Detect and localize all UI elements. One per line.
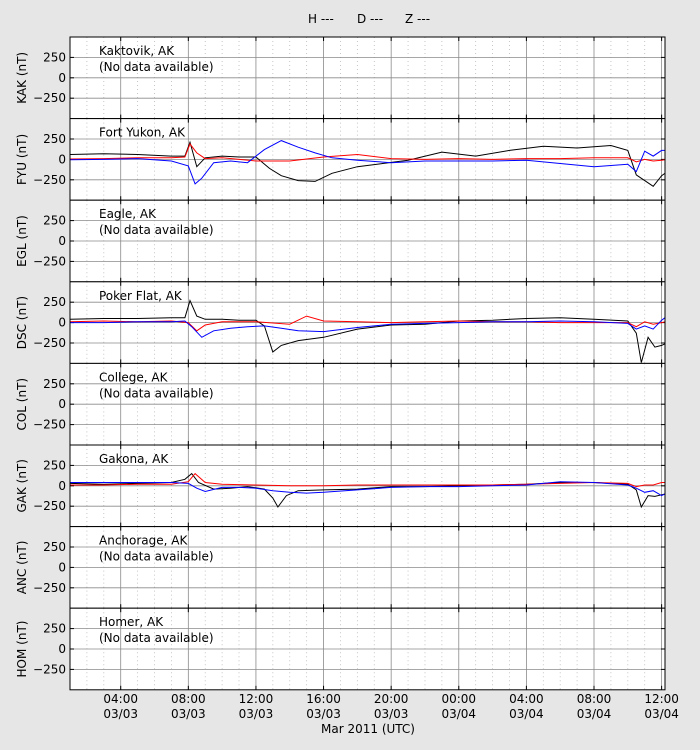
y-tick-label: 250	[43, 540, 66, 554]
series-z-line	[70, 140, 665, 185]
series-h-line	[70, 472, 665, 509]
x-tick-time: 08:00	[577, 692, 612, 706]
legend-z: Z ---	[405, 12, 430, 26]
x-tick-time: 20:00	[374, 692, 409, 706]
x-tick-time: 00:00	[441, 692, 476, 706]
x-tick-time: 08:00	[171, 692, 206, 706]
plot-frame	[69, 607, 666, 691]
panel-dsc: 250 0 −250 Poker Flat, AK DSC (nT)	[15, 281, 666, 364]
y-tick-label: −250	[33, 91, 66, 105]
y-tick-label: 0	[58, 316, 66, 330]
x-tick-date: 03/03	[306, 707, 341, 721]
x-axis: 04:0003/0308:0003/0312:0003/0316:0003/03…	[103, 692, 679, 721]
station-label: Fort Yukon, AK	[99, 126, 186, 140]
y-axis-label: GAK (nT)	[15, 459, 29, 513]
panel-col: 250 0 −250 College, AK (No data available) CO…	[15, 362, 666, 446]
x-tick-date: 03/04	[577, 707, 612, 721]
y-tick-label: −250	[33, 173, 66, 187]
y-tick-label: 250	[43, 214, 66, 228]
y-tick-label: −250	[33, 254, 66, 268]
panel-kak: 250 0 −250 Kaktovik, AK (No data available) K…	[15, 36, 666, 120]
series-h-line	[70, 299, 665, 363]
x-tick-time: 16:00	[306, 692, 341, 706]
legend-d: D ---	[357, 12, 383, 26]
y-tick-label: 250	[43, 132, 66, 146]
x-tick-date: 03/04	[644, 707, 679, 721]
y-tick-label: −250	[33, 418, 66, 432]
y-axis-label: DSC (nT)	[15, 296, 29, 349]
panel-hom: 250 0 −250 Homer, AK (No data available) HOM …	[15, 607, 666, 691]
y-axis-label: EGL (nT)	[15, 215, 29, 267]
y-tick-label: 0	[58, 71, 66, 85]
y-tick-label: 0	[58, 642, 66, 656]
no-data-note: (No data available)	[99, 386, 214, 400]
y-tick-label: −250	[33, 336, 66, 350]
panel-egl: 250 0 −250 Eagle, AK (No data available) EGL …	[15, 199, 666, 283]
no-data-note: (No data available)	[99, 550, 214, 564]
y-tick-label: 0	[58, 152, 66, 166]
y-tick-label: 0	[58, 397, 66, 411]
series-d-line	[70, 472, 665, 488]
x-tick-time: 04:00	[509, 692, 544, 706]
y-tick-label: 250	[43, 295, 66, 309]
x-tick-date: 03/03	[103, 707, 138, 721]
y-tick-label: −250	[33, 662, 66, 676]
y-axis-label: ANC (nT)	[15, 541, 29, 595]
y-tick-label: 250	[43, 622, 66, 636]
y-tick-label: 0	[58, 560, 66, 574]
legend: H --- D --- Z ---	[308, 12, 430, 26]
legend-h: H ---	[308, 12, 334, 26]
station-label: Eagle, AK	[99, 207, 157, 221]
x-tick-date: 03/03	[374, 707, 409, 721]
y-tick-label: −250	[33, 499, 66, 513]
panels: 250 0 −250 Kaktovik, AK (No data available) K…	[15, 36, 666, 691]
panel-anc: 250 0 −250 Anchorage, AK (No data available)…	[15, 526, 666, 609]
x-tick-date: 03/03	[171, 707, 206, 721]
station-label: Kaktovik, AK	[99, 44, 175, 58]
y-tick-label: 250	[43, 377, 66, 391]
station-label: College, AK	[99, 370, 169, 384]
x-tick-time: 04:00	[103, 692, 138, 706]
no-data-note: (No data available)	[99, 631, 214, 645]
y-tick-label: −250	[33, 581, 66, 595]
x-tick-date: 03/04	[441, 707, 476, 721]
station-label: Anchorage, AK	[99, 534, 188, 548]
series-d-line	[70, 315, 665, 332]
panel-gak: 250 0 −250 Gakona, AK GAK (nT)	[15, 444, 666, 528]
y-axis-label: COL (nT)	[15, 378, 29, 431]
y-axis-label: HOM (nT)	[15, 621, 29, 678]
x-tick-time: 12:00	[644, 692, 679, 706]
station-label: Poker Flat, AK	[99, 289, 183, 303]
y-axis-label: KAK (nT)	[15, 52, 29, 104]
x-tick-date: 03/04	[509, 707, 544, 721]
y-axis-label: FYU (nT)	[15, 134, 29, 185]
series-z-line	[70, 481, 665, 497]
series-d-line	[70, 142, 665, 163]
y-tick-label: 250	[43, 50, 66, 64]
panel-fyu: 250 0 −250 Fort Yukon, AK FYU (nT)	[15, 118, 666, 201]
no-data-note: (No data available)	[99, 60, 214, 74]
x-axis-label: Mar 2011 (UTC)	[321, 722, 415, 736]
station-label: Homer, AK	[99, 615, 164, 629]
no-data-note: (No data available)	[99, 223, 214, 237]
y-tick-label: 0	[58, 234, 66, 248]
series-h-line	[70, 140, 665, 187]
y-tick-label: 250	[43, 458, 66, 472]
x-tick-date: 03/03	[239, 707, 274, 721]
series-z-line	[70, 317, 665, 338]
station-label: Gakona, AK	[99, 452, 169, 466]
x-tick-time: 12:00	[239, 692, 274, 706]
y-tick-label: 0	[58, 479, 66, 493]
